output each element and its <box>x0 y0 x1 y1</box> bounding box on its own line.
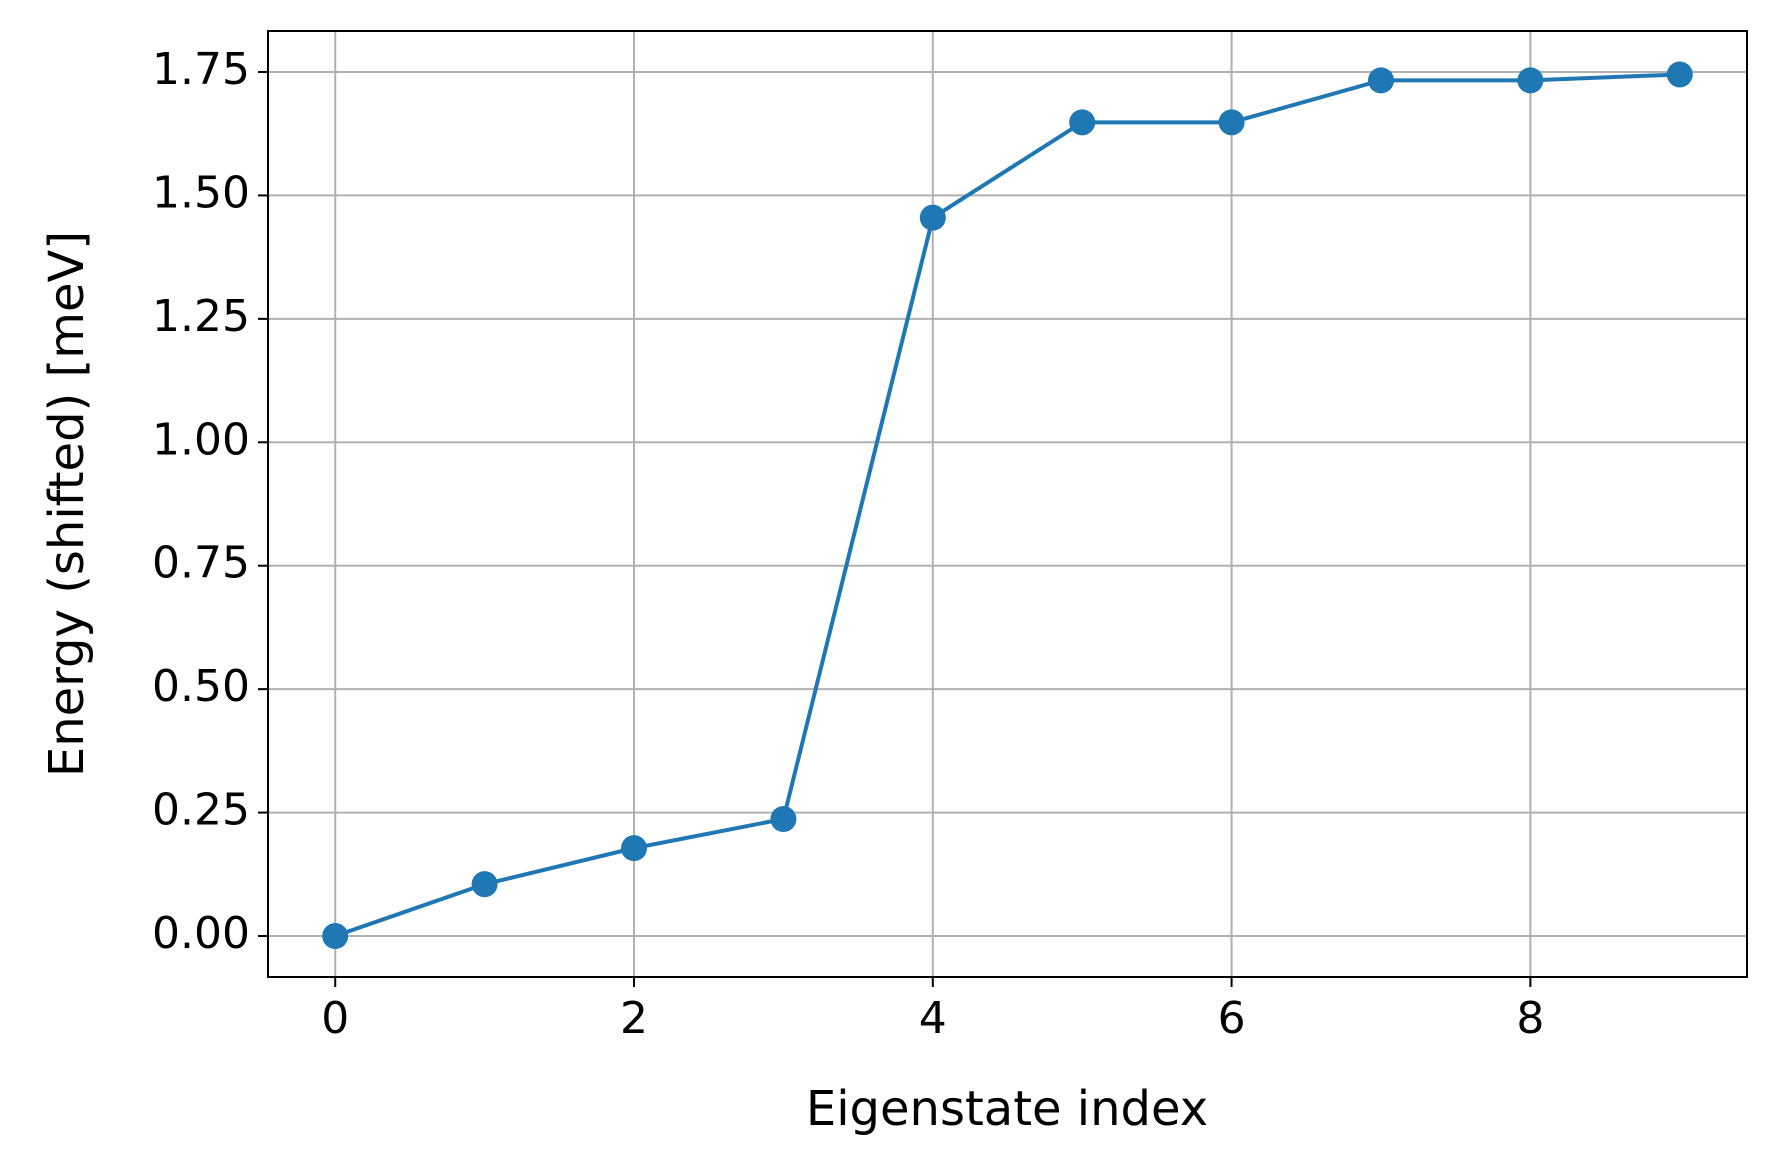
data-point <box>322 923 349 950</box>
y-tick-label: 0.75 <box>152 538 250 589</box>
x-tick-label: 4 <box>919 993 947 1044</box>
data-point <box>621 835 648 862</box>
x-tick-label: 6 <box>1218 993 1246 1044</box>
data-point <box>1517 67 1544 94</box>
y-tick-label: 1.25 <box>152 291 250 342</box>
x-axis-label: Eigenstate index <box>806 1081 1208 1137</box>
axes-frame <box>267 30 1748 978</box>
y-tick-label: 0.00 <box>152 908 250 959</box>
y-tick-label: 1.75 <box>152 44 250 95</box>
y-tick-label: 0.50 <box>152 661 250 712</box>
data-point <box>919 204 946 231</box>
x-tick-label: 8 <box>1516 993 1544 1044</box>
y-tick-label: 1.00 <box>152 414 250 465</box>
x-tick-label: 2 <box>620 993 648 1044</box>
y-axis-label: Energy (shifted) [meV] <box>39 231 95 777</box>
data-point <box>1069 109 1096 136</box>
data-point <box>770 806 797 833</box>
plot-area <box>322 61 1693 950</box>
y-tick-label: 0.25 <box>152 785 250 836</box>
x-tick-label: 0 <box>321 993 349 1044</box>
data-point <box>471 871 498 898</box>
data-line <box>334 72 1680 938</box>
y-tick-label: 1.50 <box>152 167 250 218</box>
data-point <box>1666 61 1693 88</box>
data-point <box>1367 67 1394 94</box>
grid <box>268 31 1747 977</box>
data-point <box>1218 109 1245 136</box>
